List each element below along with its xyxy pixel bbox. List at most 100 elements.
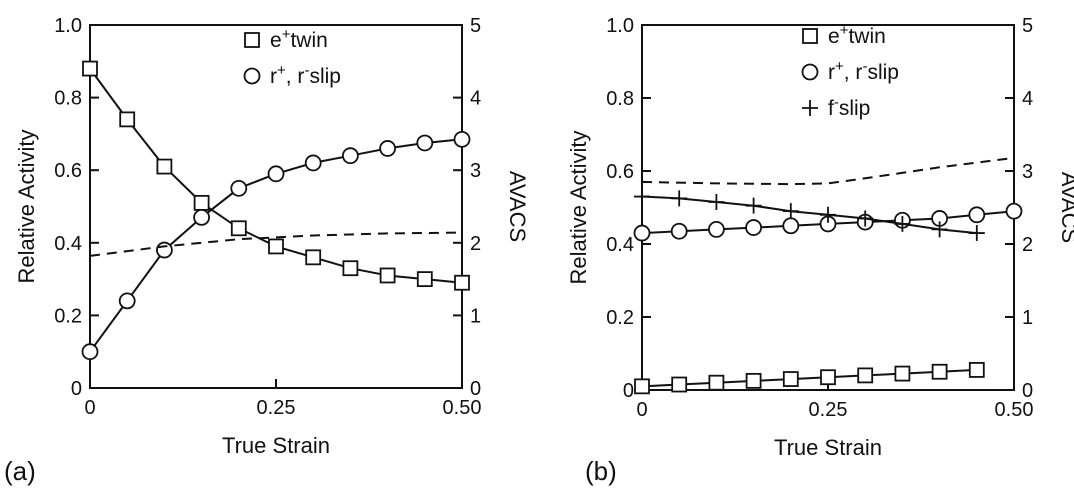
circle-marker <box>670 222 688 240</box>
panel-b-y-tick-label: 0.8 <box>606 88 634 110</box>
panel-b-x-axis-title: True Strain <box>774 435 882 460</box>
panel-a-chart: 0 0.2 0.4 0.6 0.8 1.0 0 1 2 3 4 5 0 0.25 0.50 True Stra… <box>4 15 530 486</box>
legend-plus-icon <box>802 100 818 116</box>
legend-circle-icon <box>243 67 261 85</box>
circle-marker <box>1005 202 1023 220</box>
plus-marker <box>745 197 762 214</box>
circle-marker <box>416 134 434 152</box>
panel-a-y-tick-label: 0.4 <box>54 233 82 255</box>
legend-entry-label: e+twin <box>828 22 886 49</box>
panel-a-y-axis-title: Relative Activity <box>14 129 39 283</box>
plus-marker <box>931 221 948 238</box>
panel-a-y2-axis-title: AVACS <box>505 171 530 242</box>
panel-b-y-tick-label: 0.4 <box>606 234 634 256</box>
panel-b-y-tick-label: 0.2 <box>606 307 634 329</box>
circle-marker <box>708 220 725 238</box>
panel-b-x-tick-label: 0.25 <box>809 399 848 421</box>
square-marker <box>931 363 948 380</box>
circle-marker <box>453 130 471 148</box>
panel-b-y2-axis-title: AVACS <box>1057 172 1074 243</box>
panel-a-y-tick-label: 0.2 <box>54 305 82 327</box>
plus-marker <box>782 203 799 220</box>
plus-marker <box>820 206 836 223</box>
legend-entry-label: r+, r-slip <box>828 58 899 85</box>
circle-marker <box>118 292 136 310</box>
legend-entry-label: e+twin <box>270 26 328 53</box>
circle-marker <box>968 206 986 224</box>
panel-a-series-avacs-line <box>89 231 463 257</box>
legend-entry-label: r+, r-slip <box>270 62 341 89</box>
square-marker <box>454 274 470 291</box>
panel-a-y2-tick-label: 4 <box>470 88 481 110</box>
square-marker <box>634 378 650 395</box>
square-marker <box>82 60 98 77</box>
square-marker <box>968 362 985 378</box>
panel-a-y2-tick-label: 5 <box>470 15 481 37</box>
plus-marker <box>968 225 985 242</box>
circle-marker <box>633 224 651 242</box>
panel-b-y-tick-label: 1.0 <box>606 15 634 37</box>
panel-b-y2-tick-label: 2 <box>1022 234 1033 256</box>
panel-b-series-avacs-line <box>641 156 1015 186</box>
circle-marker <box>267 165 285 183</box>
circle-marker <box>193 208 211 226</box>
square-marker <box>156 158 173 175</box>
panel-b-panel-label: (b) <box>585 456 617 486</box>
square-marker <box>708 374 725 391</box>
panel-a-x-tick-label: 0 <box>84 397 95 419</box>
legend-square-icon <box>802 28 818 44</box>
square-marker <box>782 371 799 387</box>
panel-b-y2-tick-label: 3 <box>1022 161 1033 183</box>
square-marker <box>379 267 396 284</box>
circle-marker <box>155 241 173 259</box>
panel-b-series-plus-line <box>641 195 977 235</box>
panel-b-y-axis-title: Relative Activity <box>566 130 591 284</box>
plus-marker <box>857 210 874 227</box>
panel-a-series-square <box>82 60 470 291</box>
plus-marker <box>671 190 688 207</box>
panel-a-legend: e+twin r+, r-slip <box>243 26 341 89</box>
panel-b-y2-tick-label: 4 <box>1022 88 1033 110</box>
square-marker <box>193 194 210 211</box>
plus-marker <box>634 188 650 205</box>
circle-marker <box>341 147 359 165</box>
legend-entry-label: f-slip <box>828 94 870 121</box>
panel-a-panel-label: (a) <box>4 456 36 486</box>
panel-a-y-tick-label: 1.0 <box>54 15 82 37</box>
square-marker <box>857 367 874 384</box>
panel-a-y-tick-label: 0.6 <box>54 160 82 182</box>
circle-marker <box>230 179 248 197</box>
panel-b-series-plus <box>634 188 985 242</box>
panel-a-y2-tick-label: 0 <box>470 378 481 400</box>
panel-a-y2-tick-label: 1 <box>470 305 481 327</box>
square-marker <box>230 220 247 237</box>
square-marker <box>671 376 688 393</box>
square-marker <box>119 111 136 128</box>
panel-b-series-avacs <box>641 156 1015 186</box>
circle-marker <box>81 343 99 361</box>
panel-b-legend: e+twin r+, r-slip f-slip <box>801 22 899 121</box>
square-marker <box>268 238 284 255</box>
circle-marker <box>745 219 762 236</box>
panel-a-x-tick-label: 0.25 <box>257 397 296 419</box>
panel-a-y-tick-label: 0.8 <box>54 88 82 110</box>
panel-a-series-avacs <box>89 231 463 257</box>
panel-a-x-tick-label: 0.50 <box>443 397 482 419</box>
panel-b-y2-tick-label: 1 <box>1022 307 1033 329</box>
square-marker <box>305 249 322 266</box>
plus-marker <box>708 194 725 211</box>
panel-b-y-tick-label: 0.6 <box>606 161 634 183</box>
circle-marker <box>782 217 800 235</box>
legend-circle-icon <box>801 63 819 81</box>
panel-b-series-square <box>634 362 985 395</box>
panel-b-chart: 0 0.2 0.4 0.6 0.8 1.0 0 1 2 3 4 5 0 0.25 0.50 True Stra… <box>566 15 1074 486</box>
plus-marker <box>894 215 911 232</box>
panel-b-x-tick-label: 0 <box>636 399 647 421</box>
panel-b-y2-tick-label: 0 <box>1022 380 1033 402</box>
square-marker <box>745 372 762 389</box>
panel-a-y2-tick-label: 2 <box>470 233 481 255</box>
panel-a-y2-tick-label: 3 <box>470 160 481 182</box>
panel-b-x-tick-label: 0.50 <box>995 399 1034 421</box>
panel-b-series-square-line <box>641 368 977 388</box>
